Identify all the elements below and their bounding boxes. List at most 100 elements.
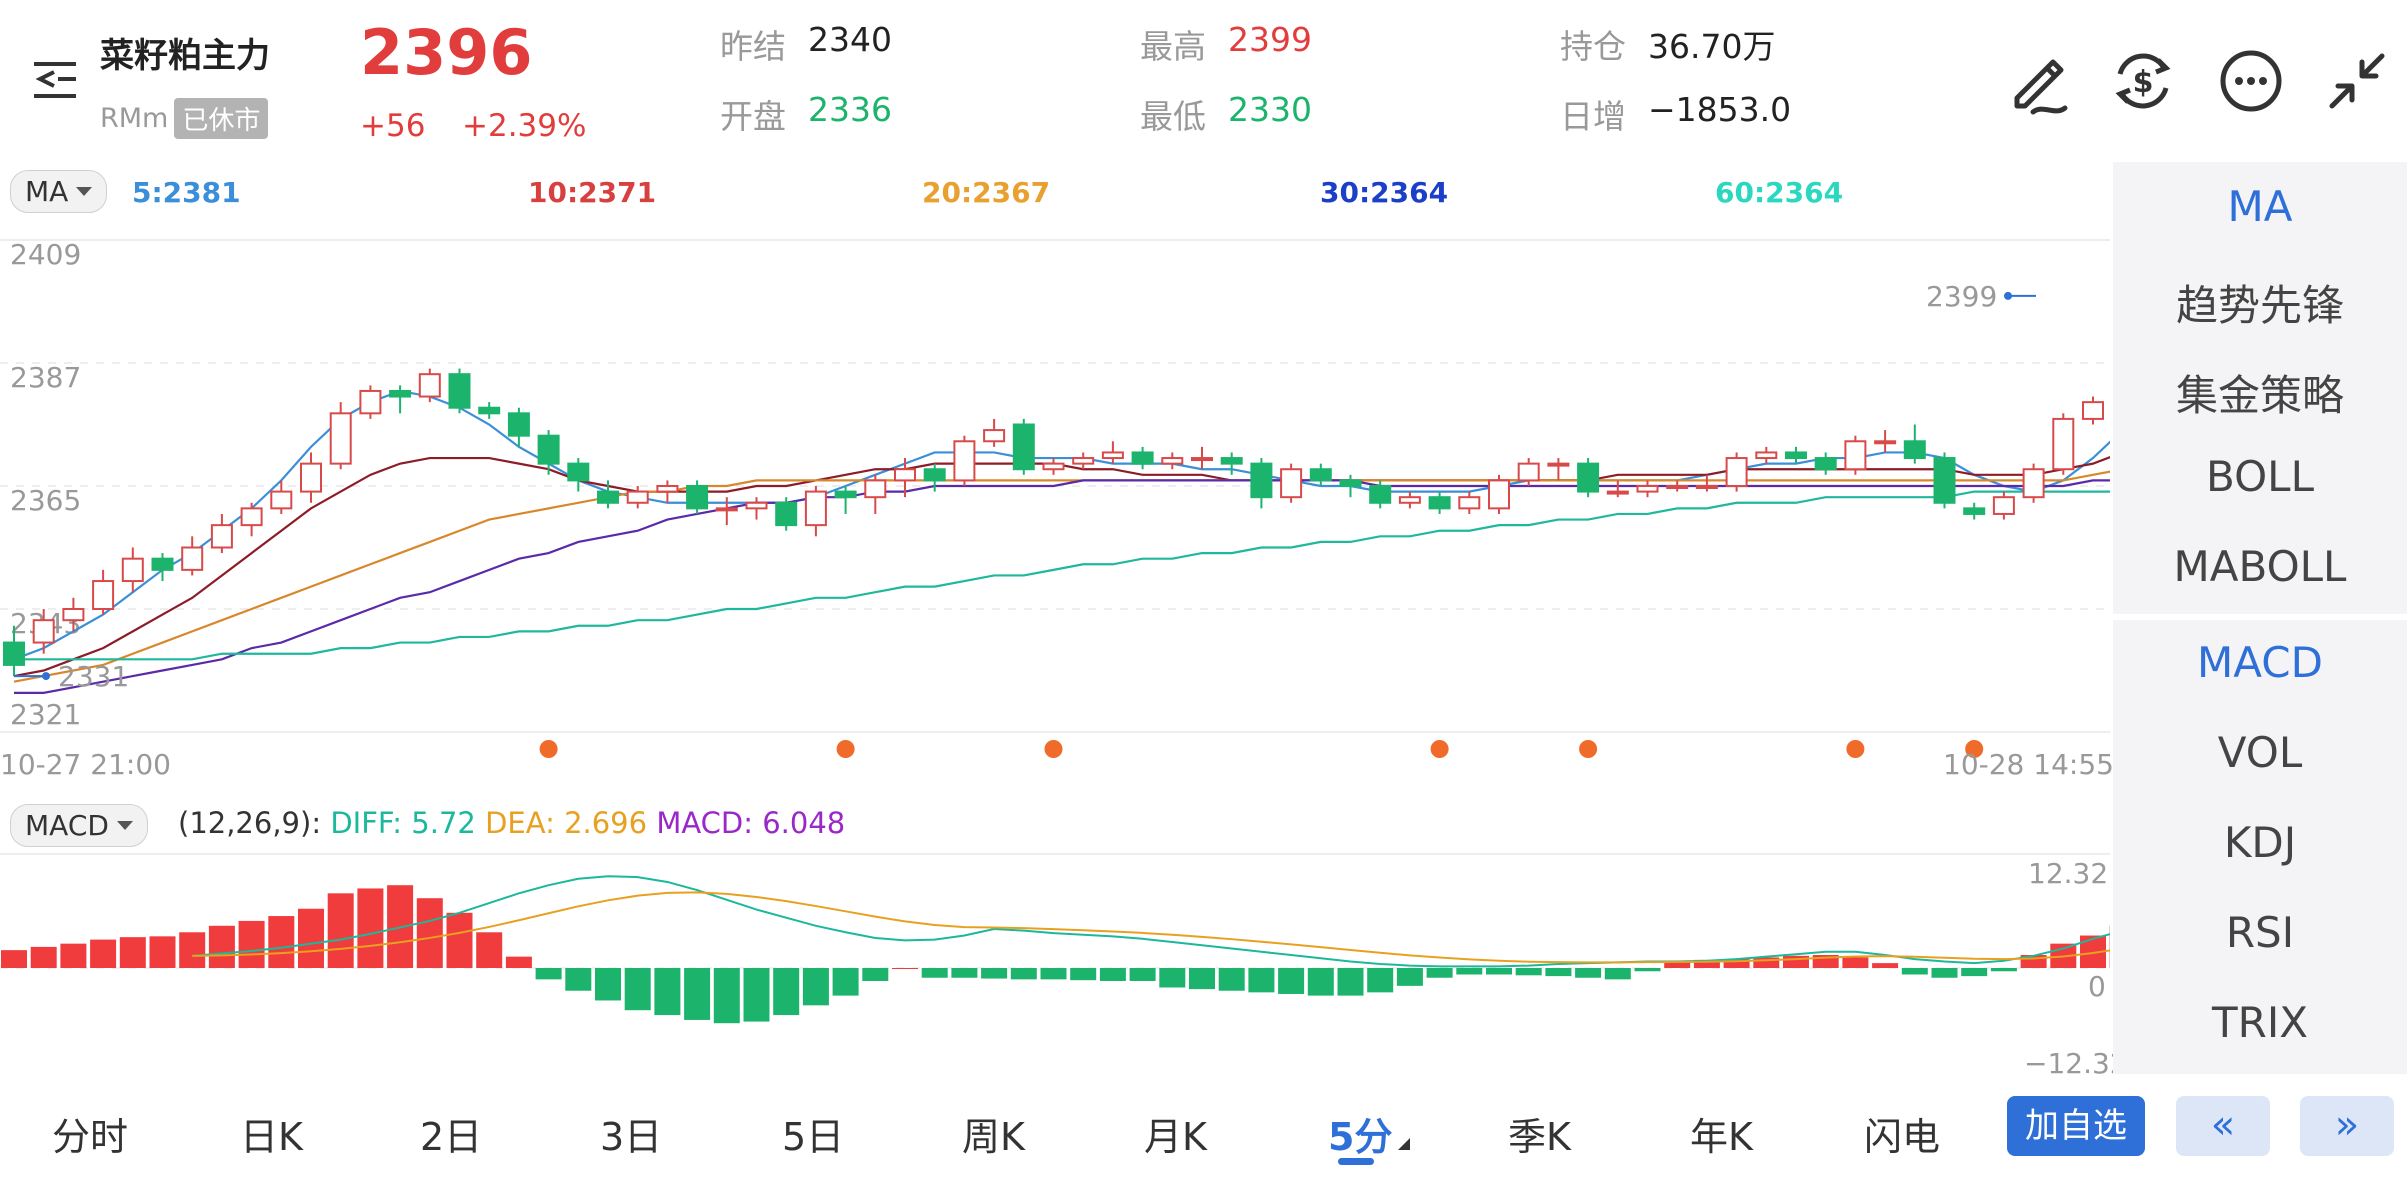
tab-1[interactable]: 日K <box>240 1115 303 1159</box>
macd-diff-line <box>192 875 2110 968</box>
macd-bar <box>654 968 681 1016</box>
candle-body <box>864 479 887 499</box>
candle-body <box>2052 417 2075 471</box>
ma-value-4: 30:2364 <box>1320 176 1449 209</box>
macd-bar <box>1664 961 1691 968</box>
candle-body <box>270 490 293 510</box>
ma-value-1: 5:2381 <box>132 176 241 209</box>
sidebar-sub-item[interactable]: VOL <box>2217 728 2303 777</box>
macd-bar <box>357 888 384 968</box>
candle-body <box>1191 457 1213 462</box>
candle-body <box>1695 485 1718 489</box>
candle-body <box>1874 440 1897 445</box>
signal-dot <box>539 740 558 758</box>
candle-body <box>151 557 174 571</box>
candle-body <box>1339 479 1362 487</box>
prev-button[interactable]: « <box>2176 1096 2270 1156</box>
tab-4[interactable]: 5日 <box>782 1115 845 1159</box>
candle-body <box>1398 496 1421 504</box>
macd-bar <box>1367 968 1394 993</box>
signal-dot <box>1044 740 1063 758</box>
candle-body <box>1992 496 2015 515</box>
tab-2[interactable]: 2日 <box>420 1115 483 1159</box>
stat-label: 昨结 <box>720 27 786 66</box>
sidebar-main-item[interactable]: MA <box>2227 182 2293 231</box>
tab-0[interactable]: 分时 <box>52 1115 129 1159</box>
macd-bar <box>1634 968 1661 972</box>
macd-bar <box>773 968 800 1016</box>
macd-bar <box>1040 968 1067 980</box>
sidebar-main-item[interactable]: 趋势先锋 <box>2175 281 2344 330</box>
candlestick-chart[interactable]: 2409238723652343232123992331 <box>0 220 2110 765</box>
sidebar-main-item[interactable]: MABOLL <box>2173 542 2347 591</box>
contract-title[interactable]: 菜籽粕主力 <box>100 36 270 76</box>
macd-bar <box>1396 968 1423 986</box>
more-icon[interactable] <box>2214 44 2288 118</box>
macd-params: (12,26,9): <box>178 806 322 840</box>
macd-bar <box>862 968 889 981</box>
price-change-pct: +2.39% <box>462 108 587 144</box>
candle-body <box>1785 451 1807 460</box>
macd-bar <box>1872 963 1899 968</box>
candle-body <box>923 468 946 482</box>
candle-body <box>1012 423 1035 471</box>
macd-y-bottom: −12.32 <box>2024 1047 2128 1080</box>
tab-3[interactable]: 3日 <box>600 1115 663 1159</box>
macd-bar <box>298 908 324 968</box>
macd-bar <box>1129 968 1156 981</box>
sidebar-sub-item[interactable]: KDJ <box>2223 818 2297 867</box>
ma-value-2: 10:2371 <box>528 176 657 209</box>
sidebar-main-item[interactable]: BOLL <box>2206 452 2314 501</box>
next-button[interactable]: » <box>2300 1096 2394 1156</box>
tab-5[interactable]: 周K <box>962 1115 1025 1159</box>
currency-exchange-icon[interactable]: $ <box>2106 44 2180 118</box>
candle-body <box>1072 457 1095 465</box>
tab-9[interactable]: 年K <box>1690 1115 1753 1159</box>
macd-bar <box>921 968 948 978</box>
tab-10[interactable]: 闪电 <box>1864 1115 1941 1159</box>
y-axis-label: 2365 <box>10 484 81 517</box>
macd-bar <box>1931 968 1958 978</box>
pen-icon[interactable] <box>2003 44 2077 118</box>
macd-bar <box>1218 968 1245 991</box>
macd-bar <box>1486 968 1512 975</box>
sidebar-sub-item[interactable]: TRIX <box>2212 998 2308 1047</box>
sidebar-sub-item[interactable]: MACD <box>2197 638 2323 687</box>
signal-dot <box>1579 740 1598 758</box>
chevron-down-icon <box>116 821 133 830</box>
sidebar-sub-item[interactable]: RSI <box>2225 908 2295 957</box>
macd-chart[interactable] <box>0 852 2110 1076</box>
stat-value: 2330 <box>1228 90 1312 129</box>
candle-body <box>92 580 115 610</box>
candle-body <box>62 608 85 622</box>
candle-body <box>1725 457 1748 488</box>
macd-dea-line <box>192 891 2110 964</box>
sidebar-main-item[interactable]: 集金策略 <box>2175 371 2344 420</box>
candle-body <box>567 462 590 482</box>
candle-body <box>507 412 530 437</box>
tab-8[interactable]: 季K <box>1508 1115 1571 1159</box>
collapse-icon[interactable] <box>2320 44 2394 118</box>
add-to-watchlist-button[interactable]: 加自选 <box>2007 1096 2145 1156</box>
stat-value: −1853.0 <box>1648 90 1792 129</box>
candle-body <box>1755 451 1778 460</box>
macd-bar <box>1456 968 1483 975</box>
candle-body <box>983 429 1006 443</box>
stat-value: 36.70万 <box>1648 27 1776 66</box>
tab-7[interactable]: 5分 <box>1328 1115 1393 1159</box>
macd-bar <box>1 950 27 968</box>
ma-indicator-button[interactable]: MA <box>10 170 108 213</box>
tab-6[interactable]: 月K <box>1144 1115 1207 1159</box>
candle-body <box>300 462 322 493</box>
macd-bar <box>1099 968 1126 981</box>
stat-label: 持仓 <box>1560 27 1626 66</box>
candle-body <box>478 406 501 415</box>
macd-indicator-button[interactable]: MACD <box>10 804 148 847</box>
macd-bar <box>416 898 443 968</box>
candle-body <box>1280 468 1303 499</box>
signal-dot <box>836 740 855 758</box>
menu-icon[interactable] <box>34 60 80 100</box>
candle-body <box>804 490 827 527</box>
ma-line-60 <box>14 490 2110 661</box>
macd-bar <box>149 936 176 968</box>
